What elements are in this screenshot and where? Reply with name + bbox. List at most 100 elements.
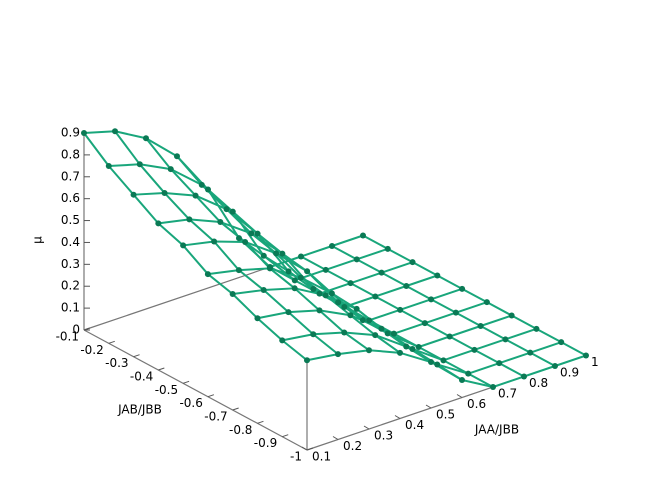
surface-point xyxy=(248,230,255,237)
surface-point xyxy=(254,315,261,322)
surface-point xyxy=(434,272,441,279)
surface-row xyxy=(108,163,389,282)
surface-point xyxy=(335,351,341,358)
surface-point xyxy=(366,347,372,354)
surface-point xyxy=(328,290,335,297)
surface-point xyxy=(322,266,329,273)
x-tick xyxy=(332,436,339,440)
x-tick-label: 0.3 xyxy=(374,429,393,443)
surface-point xyxy=(428,296,435,303)
surface-point xyxy=(304,357,310,364)
surface-column xyxy=(331,245,556,367)
surface-point xyxy=(180,242,187,249)
surface-column xyxy=(362,234,587,357)
x-tick-label: 0.9 xyxy=(560,366,579,380)
surface-point xyxy=(384,245,391,252)
x-tick-label: 0.5 xyxy=(436,408,455,422)
surface-point xyxy=(552,363,558,369)
surface-point xyxy=(211,238,218,245)
surface-point xyxy=(384,330,391,337)
surface-row xyxy=(182,240,463,322)
surface-point xyxy=(583,352,589,359)
surface-point xyxy=(285,268,292,275)
surface-point xyxy=(434,361,441,368)
surface-point xyxy=(254,230,261,237)
surface-point xyxy=(353,305,360,312)
surface-point xyxy=(161,189,168,196)
surface-point xyxy=(130,191,137,198)
surface-point xyxy=(310,286,317,293)
surface-point xyxy=(496,360,503,367)
surface-point xyxy=(558,339,565,346)
z-tick-label: 0.3 xyxy=(61,257,80,271)
surface-point xyxy=(260,287,267,294)
surface-point xyxy=(298,253,304,260)
surface-point xyxy=(372,332,379,339)
surface-point xyxy=(273,250,280,257)
x-tick-label: 0.1 xyxy=(312,450,331,464)
z-axis-label: μ xyxy=(31,236,45,244)
y-tick xyxy=(257,420,264,424)
surface-row xyxy=(158,218,438,308)
y-tick-label: -0.3 xyxy=(105,356,128,370)
surface-point xyxy=(223,206,230,213)
surface-point xyxy=(329,243,335,249)
z-tick-label: 0.8 xyxy=(61,147,80,161)
surface-point xyxy=(260,252,267,259)
y-tick xyxy=(158,367,165,371)
surface-column xyxy=(145,137,370,352)
x-tick xyxy=(363,425,370,430)
surface-point xyxy=(483,299,490,306)
surface-point xyxy=(341,329,348,336)
surface-column xyxy=(114,130,339,355)
x-tick-label: 1 xyxy=(591,355,599,369)
surface-point xyxy=(291,285,298,292)
surface-point xyxy=(279,250,286,257)
surface-point xyxy=(446,333,453,340)
surface-point xyxy=(81,130,87,136)
surface-column xyxy=(300,255,525,378)
y-tick xyxy=(232,407,239,411)
surface-point xyxy=(186,216,193,223)
x-tick xyxy=(394,415,401,419)
surface-point xyxy=(310,331,317,338)
surface-point xyxy=(471,346,478,353)
y-axis xyxy=(83,329,308,451)
y-tick xyxy=(108,340,115,344)
surface-point xyxy=(266,265,273,272)
surface-point xyxy=(366,317,373,324)
y-tick-label: -1 xyxy=(290,450,302,464)
z-tick-label: 0.9 xyxy=(61,126,80,140)
surface-point xyxy=(335,299,342,306)
surface-column xyxy=(176,155,401,354)
surface-point xyxy=(205,186,211,193)
surface-point xyxy=(347,312,354,319)
surface-point xyxy=(390,330,397,337)
surface-point xyxy=(403,343,410,350)
surface-point xyxy=(378,325,385,332)
surface-point xyxy=(236,235,242,242)
x-axis-label: JAA/JBB xyxy=(474,423,519,437)
surface-point xyxy=(403,283,410,289)
surface-point xyxy=(105,163,112,170)
surface-point xyxy=(198,181,205,188)
surface-point xyxy=(415,344,422,350)
surface-point xyxy=(285,309,292,316)
surface-point xyxy=(378,269,385,276)
y-tick xyxy=(207,394,215,398)
x-tick-label: 0.8 xyxy=(529,376,548,390)
surface-point xyxy=(341,304,348,310)
surface-row xyxy=(83,130,364,268)
y-tick-label: -0.2 xyxy=(80,343,103,357)
surface-point xyxy=(465,370,472,377)
y-tick xyxy=(83,327,91,331)
x-tick-label: 0.4 xyxy=(405,418,424,432)
y-axis-label: JAB/JBB xyxy=(117,403,162,417)
surface-point xyxy=(533,325,540,332)
surface-point xyxy=(229,208,236,215)
surface-point xyxy=(242,238,249,245)
surface-point xyxy=(155,220,162,227)
x-tick-label: 0.2 xyxy=(343,439,362,453)
y-tick xyxy=(182,380,190,384)
surface-point xyxy=(452,309,459,316)
